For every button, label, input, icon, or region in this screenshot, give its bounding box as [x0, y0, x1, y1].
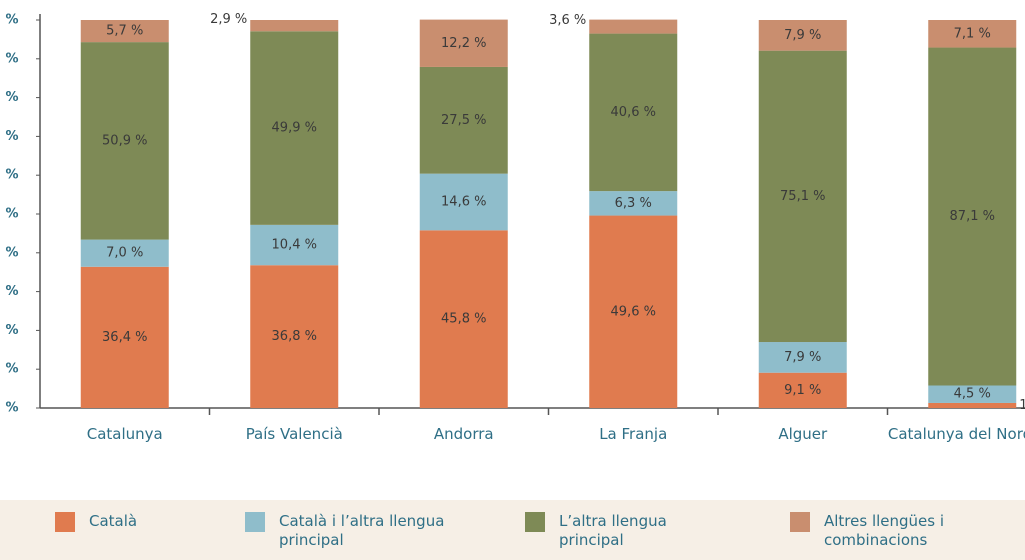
data-label: 36,8 % [272, 329, 317, 344]
legend-label: Català i l’altra llengua principal [279, 512, 445, 549]
data-label: 1 [1019, 398, 1025, 413]
data-label: 6,3 % [615, 196, 652, 211]
y-tick-label: % [5, 323, 18, 338]
legend-swatch [55, 512, 75, 532]
bar-segment [758, 20, 847, 51]
bar-segment [419, 230, 508, 408]
bar-segment [928, 385, 1017, 403]
x-tick-label: Alguer [778, 425, 828, 443]
y-tick-label: % [5, 51, 18, 66]
bar-segment [419, 66, 508, 174]
data-label: 45,8 % [441, 312, 486, 327]
y-tick-label: % [5, 90, 18, 105]
legend-label: L’altra llengua principal [559, 512, 667, 549]
x-tick-label: Andorra [433, 425, 494, 443]
y-tick-label: % [5, 401, 18, 416]
legend-swatch [245, 512, 265, 532]
data-label: 75,1 % [780, 189, 825, 204]
data-label: 87,1 % [950, 209, 995, 224]
bar-segment [80, 266, 169, 408]
y-tick-label: % [5, 362, 18, 377]
legend-label: Català [89, 512, 138, 530]
data-label: 40,6 % [611, 105, 656, 120]
y-tick-label: % [5, 284, 18, 299]
data-label: 5,7 % [106, 24, 143, 39]
legend-item: Català [55, 512, 189, 532]
bar-segment [419, 173, 508, 231]
bar-segment [250, 20, 339, 32]
data-label: 3,6 % [549, 13, 586, 28]
data-label: 50,9 % [102, 133, 147, 148]
x-tick-label: La Franja [599, 425, 668, 443]
y-tick-label: % [5, 207, 18, 222]
legend-item: L’altra llengua principal [525, 512, 734, 550]
data-label: 14,6 % [441, 194, 486, 209]
bar-segment [250, 224, 339, 266]
bar-segment [419, 19, 508, 67]
bar-segment [250, 265, 339, 408]
x-tick-label: Catalunya [86, 425, 163, 443]
bar-segment [928, 402, 1017, 408]
bar-segment [80, 20, 169, 43]
x-tick-label: Catalunya del Nord [887, 425, 1025, 443]
y-tick-label: % [5, 245, 18, 260]
data-label: 36,4 % [102, 330, 147, 345]
bar-segment [928, 47, 1017, 386]
bar-segment [589, 19, 678, 34]
bar-segment [758, 342, 847, 373]
legend: Català Català i l’altra llengua principal… [0, 500, 1025, 560]
legend-item: Català i l’altra llengua principal [245, 512, 454, 550]
bar-segment [80, 239, 169, 267]
legend-swatch [525, 512, 545, 532]
bar-segment [928, 20, 1017, 48]
bar-segment [758, 50, 847, 343]
legend-item: Altres llengües i combinacions [790, 512, 999, 550]
data-label: 2,9 % [210, 12, 247, 27]
bar-segment [589, 33, 678, 192]
x-tick-label: País Valencià [245, 425, 343, 443]
legend-label: Altres llengües i combinacions [824, 512, 945, 549]
data-label: 10,4 % [272, 238, 317, 253]
y-tick-label: % [5, 129, 18, 144]
data-label: 12,2 % [441, 36, 486, 51]
chart: %%%%%%%%%%% 36,4 % 7,0 % 50,9 % 5,7 % 36,8 % 1… [5, 12, 1025, 416]
data-label: 9,1 % [784, 383, 821, 398]
y-tick-label: % [5, 168, 18, 183]
data-label: 7,9 % [784, 28, 821, 43]
bar-segment [589, 191, 678, 216]
bar-segment [589, 215, 678, 408]
bar-segment [758, 372, 847, 408]
data-label: 49,6 % [611, 304, 656, 319]
data-label: 27,5 % [441, 113, 486, 128]
bar-segment [80, 42, 169, 240]
y-tick-label: % [5, 13, 18, 28]
bar-segment [250, 31, 339, 225]
data-label: 49,9 % [272, 121, 317, 136]
data-label: 7,1 % [954, 26, 991, 41]
data-label: 7,9 % [784, 350, 821, 365]
data-label: 7,0 % [106, 246, 143, 261]
data-label: 4,5 % [954, 387, 991, 402]
legend-swatch [790, 512, 810, 532]
